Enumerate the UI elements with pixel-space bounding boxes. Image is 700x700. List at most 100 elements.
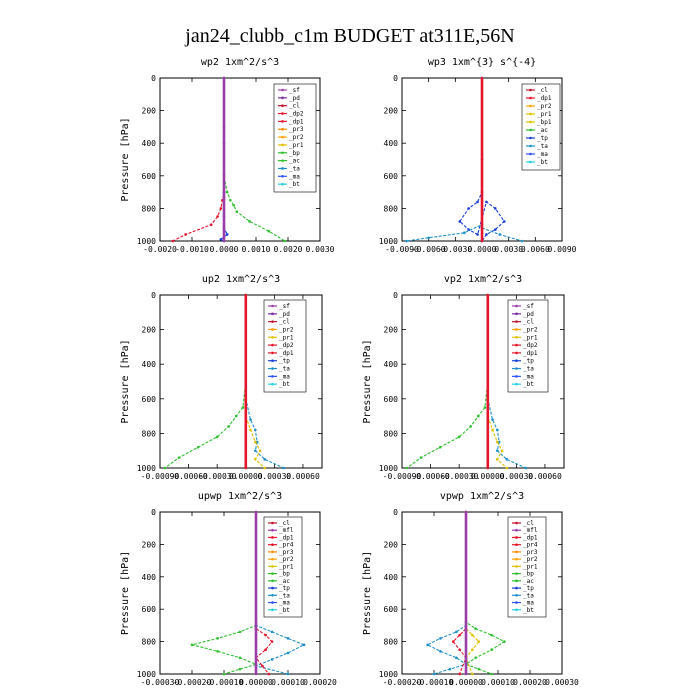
series-point xyxy=(232,203,235,207)
legend-marker xyxy=(515,608,518,612)
legend-label: _pr3 xyxy=(279,549,294,556)
legend-marker xyxy=(271,375,274,378)
series-point xyxy=(171,239,175,243)
y-tick-label: 400 xyxy=(384,139,399,148)
legend-label: _dp2 xyxy=(289,111,304,118)
panel-title: up2 1xm^2/s^3 xyxy=(202,274,280,285)
legend-marker xyxy=(515,572,518,575)
legend-marker xyxy=(281,175,284,178)
series-point xyxy=(177,456,181,459)
series-point xyxy=(448,667,452,671)
x-tick-label: 0.0020 xyxy=(274,245,303,254)
series-point xyxy=(238,630,242,634)
legend-label: _cl xyxy=(289,103,300,110)
x-tick-label: -0.00030 xyxy=(440,472,479,481)
series-point xyxy=(505,466,509,470)
y-tick-label: 400 xyxy=(142,360,157,369)
series-point xyxy=(253,449,257,453)
series-point xyxy=(471,672,474,676)
plot-frame xyxy=(401,511,563,675)
legend-marker xyxy=(529,152,532,156)
legend-marker xyxy=(281,135,284,139)
legend-label: _bp xyxy=(289,150,300,157)
x-tick-label: 0.00030 xyxy=(545,678,579,687)
legend-label: _mfl xyxy=(523,527,538,534)
x-tick-label: -0.00030 xyxy=(141,678,180,687)
y-tick-label: 600 xyxy=(142,395,157,404)
legend-marker xyxy=(281,151,284,155)
series-point xyxy=(258,449,262,453)
series-point xyxy=(455,630,458,634)
legend-label: _tp xyxy=(537,135,548,142)
panel-title: vp2 1xm^2/s^3 xyxy=(444,274,522,285)
y-axis-label: Pressure [hPa] xyxy=(120,117,131,201)
series-point xyxy=(474,627,477,630)
legend-label: _pr1 xyxy=(289,142,304,149)
legend-label: _ta xyxy=(279,592,290,599)
legend-label: _bt xyxy=(523,381,534,388)
series-point xyxy=(235,210,239,213)
legend-label: _tp xyxy=(279,358,290,365)
y-tick-label: 1000 xyxy=(137,670,156,679)
y-tick-label: 200 xyxy=(142,540,157,549)
series-point xyxy=(505,458,509,461)
legend-marker xyxy=(281,120,284,123)
series-point xyxy=(458,672,461,676)
x-tick-label: -0.00090 xyxy=(383,472,422,481)
y-tick-label: 1000 xyxy=(137,237,156,246)
series-point xyxy=(253,440,257,444)
legend-marker xyxy=(515,359,518,363)
series-point xyxy=(286,637,290,640)
legend-label: _tp xyxy=(523,358,534,365)
legend-marker xyxy=(515,565,518,568)
series-point xyxy=(227,425,230,428)
legend-marker xyxy=(271,382,274,386)
y-tick-label: 400 xyxy=(384,360,399,369)
legend-marker xyxy=(515,528,518,532)
panel-title: wp2 1xm^2/s^3 xyxy=(201,57,279,68)
legend-label: _mfl xyxy=(279,527,294,534)
legend-label: _pr2 xyxy=(523,556,538,563)
series-point xyxy=(464,672,468,676)
y-tick-label: 600 xyxy=(384,605,399,614)
legend-marker xyxy=(515,382,518,386)
y-tick-label: 400 xyxy=(384,573,399,582)
series-point xyxy=(248,220,251,223)
legend-label: _ta xyxy=(537,143,548,150)
x-tick-label: -0.0030 xyxy=(438,245,472,254)
x-tick-label: 0.00000 xyxy=(239,678,273,687)
legend-marker xyxy=(529,96,532,100)
series-line xyxy=(481,227,523,242)
legend-label: _pr2 xyxy=(537,103,552,110)
panel-3: up2 1xm^2/s^302004006008001000-0.00090-0… xyxy=(120,274,323,481)
legend: _cl_mfl_dp1_pr4_pr3_pr2_pr1_bp_ac_tp_ta_… xyxy=(507,516,547,618)
legend-marker xyxy=(271,550,274,554)
y-tick-label: 0 xyxy=(151,74,156,83)
series-point xyxy=(219,238,223,241)
series-point xyxy=(253,428,257,432)
series-point xyxy=(267,229,271,233)
series-point xyxy=(469,425,472,428)
legend-marker xyxy=(271,579,274,583)
legend-label: _pr4 xyxy=(523,542,538,549)
series-point xyxy=(405,239,408,243)
x-tick-label: -0.00010 xyxy=(415,678,454,687)
series-point xyxy=(238,656,242,660)
legend-label: _pd xyxy=(523,311,534,318)
y-tick-label: 200 xyxy=(384,326,399,335)
y-tick-label: 1000 xyxy=(379,670,398,679)
series-point xyxy=(490,633,493,637)
legend-label: _cl xyxy=(279,520,290,527)
legend: _sf_pd_cl_pr2_pr1_dp2_dp1_tp_ta_ma_bt xyxy=(263,299,307,393)
series-point xyxy=(495,428,499,432)
legend: _cl_mfl_dp1_pr4_pr3_pr2_pr1_bp_ac_tp_ta_… xyxy=(263,516,303,618)
x-tick-label: 0.00030 xyxy=(499,472,533,481)
series-point xyxy=(270,640,274,643)
series-point xyxy=(234,414,238,418)
legend-marker xyxy=(515,328,518,331)
legend-marker xyxy=(281,167,284,170)
series-point xyxy=(253,458,257,461)
y-tick-label: 400 xyxy=(142,573,157,582)
legend-label: _pr4 xyxy=(279,542,294,549)
legend-label: _ma xyxy=(523,373,534,380)
